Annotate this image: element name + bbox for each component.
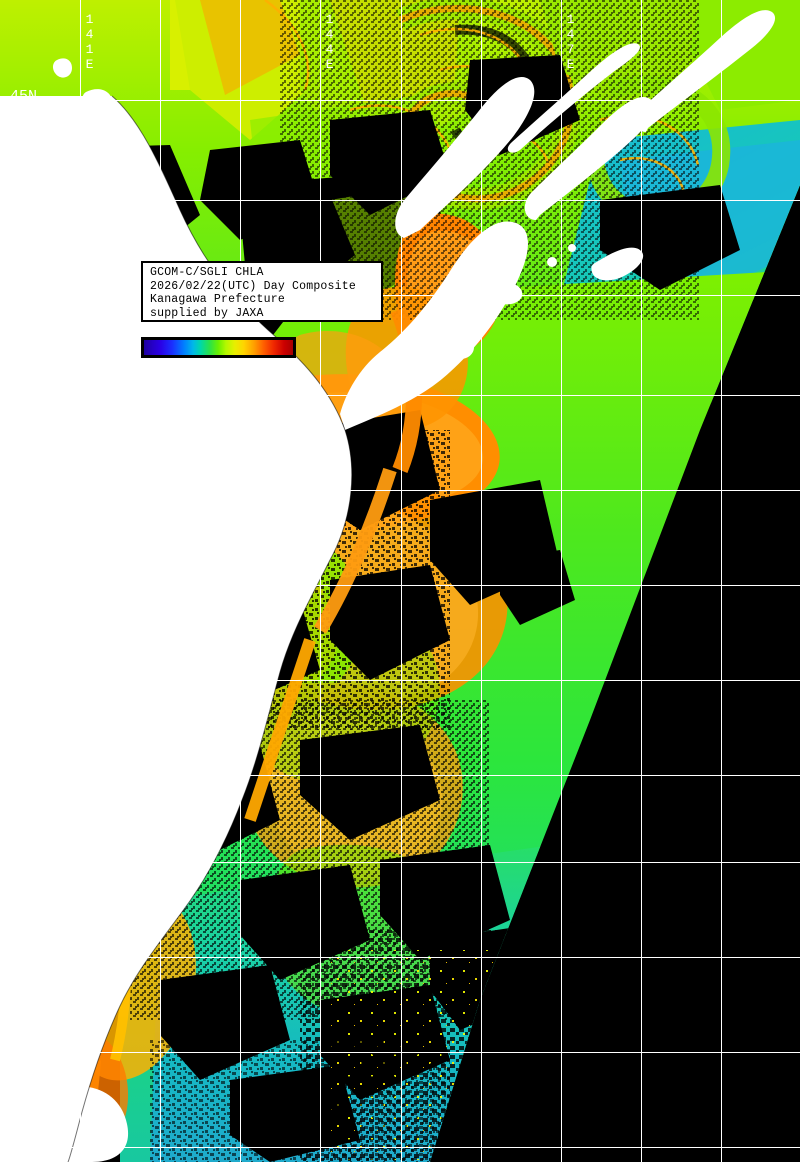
gridline-horizontal [0, 100, 800, 101]
gridline-vertical [641, 0, 642, 1162]
longitude-label-147e: 147E [563, 12, 578, 72]
caption-line-date: 2026/02/22(UTC) Day Composite [150, 279, 356, 293]
gridline-vertical [80, 0, 81, 1162]
gridline-horizontal [0, 395, 800, 396]
gridline-vertical [240, 0, 241, 1162]
gridline-vertical [320, 0, 321, 1162]
gridline-horizontal [0, 200, 800, 201]
gridline-horizontal [0, 1052, 800, 1053]
caption-line-provider: supplied by JAXA [150, 306, 264, 320]
caption-line-product: GCOM-C/SGLI CHLA [150, 266, 264, 279]
gridline-vertical [401, 0, 402, 1162]
gridline-horizontal [0, 1147, 800, 1148]
gridline-horizontal [0, 775, 800, 776]
caption-line-region: Kanagawa Prefecture [150, 293, 285, 306]
landmass-layer [0, 10, 776, 1162]
longitude-label-141e: 141E [82, 12, 97, 72]
chlorophyll-colorbar-legend [141, 337, 296, 358]
gridline-horizontal [0, 862, 800, 863]
gridline-vertical [561, 0, 562, 1162]
latitude-label-45n: 45N [10, 88, 38, 105]
gridline-horizontal [0, 957, 800, 958]
gridline-vertical [721, 0, 722, 1162]
gridline-horizontal [0, 585, 800, 586]
gridline-vertical [160, 0, 161, 1162]
gridline-horizontal [0, 490, 800, 491]
longitude-label-144e: 144E [322, 12, 337, 72]
caption-box: GCOM-C/SGLI CHLA 2026/02/22(UTC) Day Com… [141, 261, 383, 322]
gridline-vertical [481, 0, 482, 1162]
gridline-horizontal [0, 680, 800, 681]
gridline-horizontal [0, 295, 800, 296]
